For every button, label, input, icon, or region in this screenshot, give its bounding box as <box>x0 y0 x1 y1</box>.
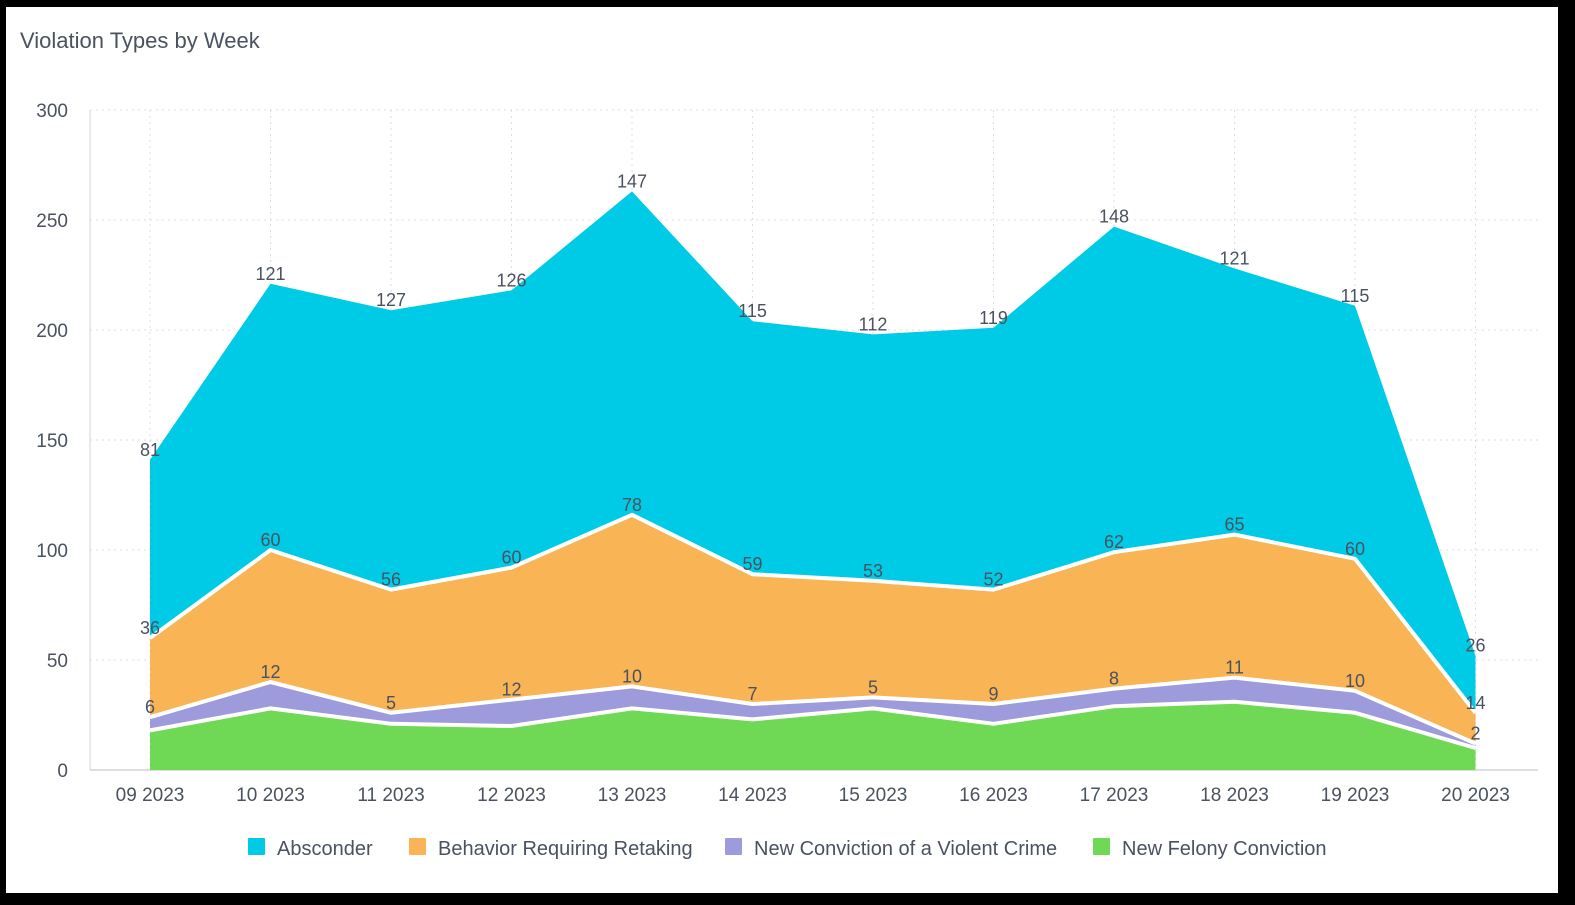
series-boundary-line <box>148 512 1478 715</box>
x-tick-label: 17 2023 <box>1080 785 1149 806</box>
data-label: 119 <box>979 308 1008 328</box>
legend-swatch <box>248 838 265 855</box>
data-label: 112 <box>859 314 888 334</box>
data-label: 126 <box>496 270 526 290</box>
data-label: 5 <box>868 677 878 697</box>
data-label: 60 <box>501 548 521 568</box>
legend-swatch <box>725 838 742 855</box>
data-label: 26 <box>1465 636 1485 656</box>
data-label: 14 <box>1465 693 1485 713</box>
y-tick-label: 300 <box>36 101 68 122</box>
data-label: 147 <box>617 171 647 191</box>
x-tick-label: 15 2023 <box>839 785 908 806</box>
legend-item[interactable]: New Felony Conviction <box>1093 838 1327 860</box>
x-tick-label: 19 2023 <box>1321 785 1390 806</box>
legend-item[interactable]: New Conviction of a Violent Crime <box>725 838 1057 860</box>
data-label: 59 <box>742 554 762 574</box>
data-label: 52 <box>983 570 1003 590</box>
y-tick-label: 200 <box>36 321 68 342</box>
data-label: 60 <box>260 530 280 550</box>
x-tick-label: 20 2023 <box>1441 785 1510 806</box>
data-label: 2 <box>1470 724 1480 744</box>
y-tick-label: 50 <box>47 651 68 672</box>
data-label: 127 <box>376 290 406 310</box>
legend-swatch <box>1093 838 1110 855</box>
data-label: 8 <box>1109 669 1119 689</box>
data-label: 10 <box>1345 671 1365 691</box>
data-label: 78 <box>622 495 642 515</box>
x-tick-label: 14 2023 <box>718 785 787 806</box>
legend-label: Absconder <box>277 838 373 860</box>
data-label: 9 <box>988 684 998 704</box>
x-tick-label: 12 2023 <box>477 785 546 806</box>
data-label: 53 <box>863 561 883 581</box>
x-tick-label: 18 2023 <box>1200 785 1269 806</box>
x-tick-label: 16 2023 <box>959 785 1028 806</box>
data-label: 6 <box>145 697 155 717</box>
legend: Absconder Behavior Requiring Retaking New … <box>248 838 1327 860</box>
area-behavior-requiring-retaking <box>150 514 1476 744</box>
data-label: 65 <box>1224 515 1244 535</box>
legend-label: Behavior Requiring Retaking <box>438 838 693 860</box>
x-tick-label: 11 2023 <box>357 785 424 806</box>
y-tick-label: 150 <box>36 431 68 452</box>
legend-item[interactable]: Absconder <box>248 838 373 860</box>
data-label: 12 <box>260 662 280 682</box>
data-label: 56 <box>381 570 401 590</box>
data-label: 7 <box>747 684 757 704</box>
data-label: 60 <box>1345 539 1365 559</box>
data-label: 81 <box>140 440 160 460</box>
legend-swatch <box>409 838 426 855</box>
data-label: 62 <box>1104 532 1124 552</box>
data-label: 12 <box>501 680 521 700</box>
x-tick-label: 10 2023 <box>236 785 305 806</box>
area-absconder <box>150 191 1476 713</box>
y-tick-label: 250 <box>36 211 68 232</box>
y-tick-label: 100 <box>36 541 68 562</box>
x-tick-label: 13 2023 <box>598 785 667 806</box>
legend-item[interactable]: Behavior Requiring Retaking <box>409 838 693 860</box>
data-label: 121 <box>255 264 285 284</box>
data-label: 11 <box>1225 658 1244 678</box>
data-label: 115 <box>1341 286 1370 306</box>
data-label: 115 <box>738 301 767 321</box>
y-tick-label: 0 <box>57 761 68 782</box>
data-label: 148 <box>1099 207 1129 227</box>
series-boundary-line <box>149 675 1477 746</box>
area-new-felony-conviction <box>150 701 1476 770</box>
chart-title: Violation Types by Week <box>20 28 260 53</box>
data-label: 36 <box>140 618 160 638</box>
data-label: 10 <box>622 666 642 686</box>
x-tick-label: 09 2023 <box>116 785 185 806</box>
legend-label: New Felony Conviction <box>1122 838 1327 860</box>
data-label: 5 <box>386 693 396 713</box>
data-label: 121 <box>1219 248 1249 268</box>
legend-label: New Conviction of a Violent Crime <box>754 838 1057 860</box>
series-boundary-line <box>149 699 1477 750</box>
